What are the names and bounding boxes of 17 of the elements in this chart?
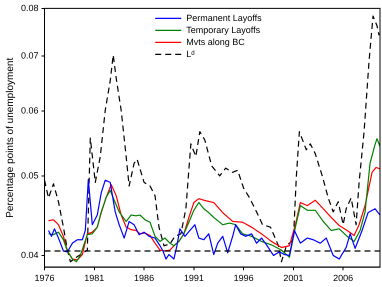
- y-tick-label: 0.04: [20, 250, 39, 260]
- x-tick-label: 1996: [234, 273, 254, 284]
- legend-label: Permanent Layoffs: [186, 12, 262, 23]
- y-tick-label: 0.07: [20, 50, 39, 60]
- x-tick-label: 1976: [34, 273, 55, 284]
- y-axis-title: Percentage points of unemployment: [4, 58, 16, 218]
- legend-label: Temporary Layoffs: [186, 24, 261, 35]
- x-tick-label: 1981: [84, 273, 104, 284]
- y-tick-label: 0.06: [20, 105, 39, 116]
- x-tick-label: 2001: [283, 273, 304, 284]
- y-tick-label: 0.05: [20, 170, 39, 180]
- x-tick-label: 1991: [184, 273, 204, 284]
- x-tick-label: 2006: [333, 273, 354, 284]
- x-tick-label: 1986: [134, 273, 154, 284]
- y-tick-label: 0.08: [20, 2, 39, 13]
- legend-label: Mvts along BC: [186, 36, 246, 47]
- legend-label: Lᵈ: [186, 48, 196, 59]
